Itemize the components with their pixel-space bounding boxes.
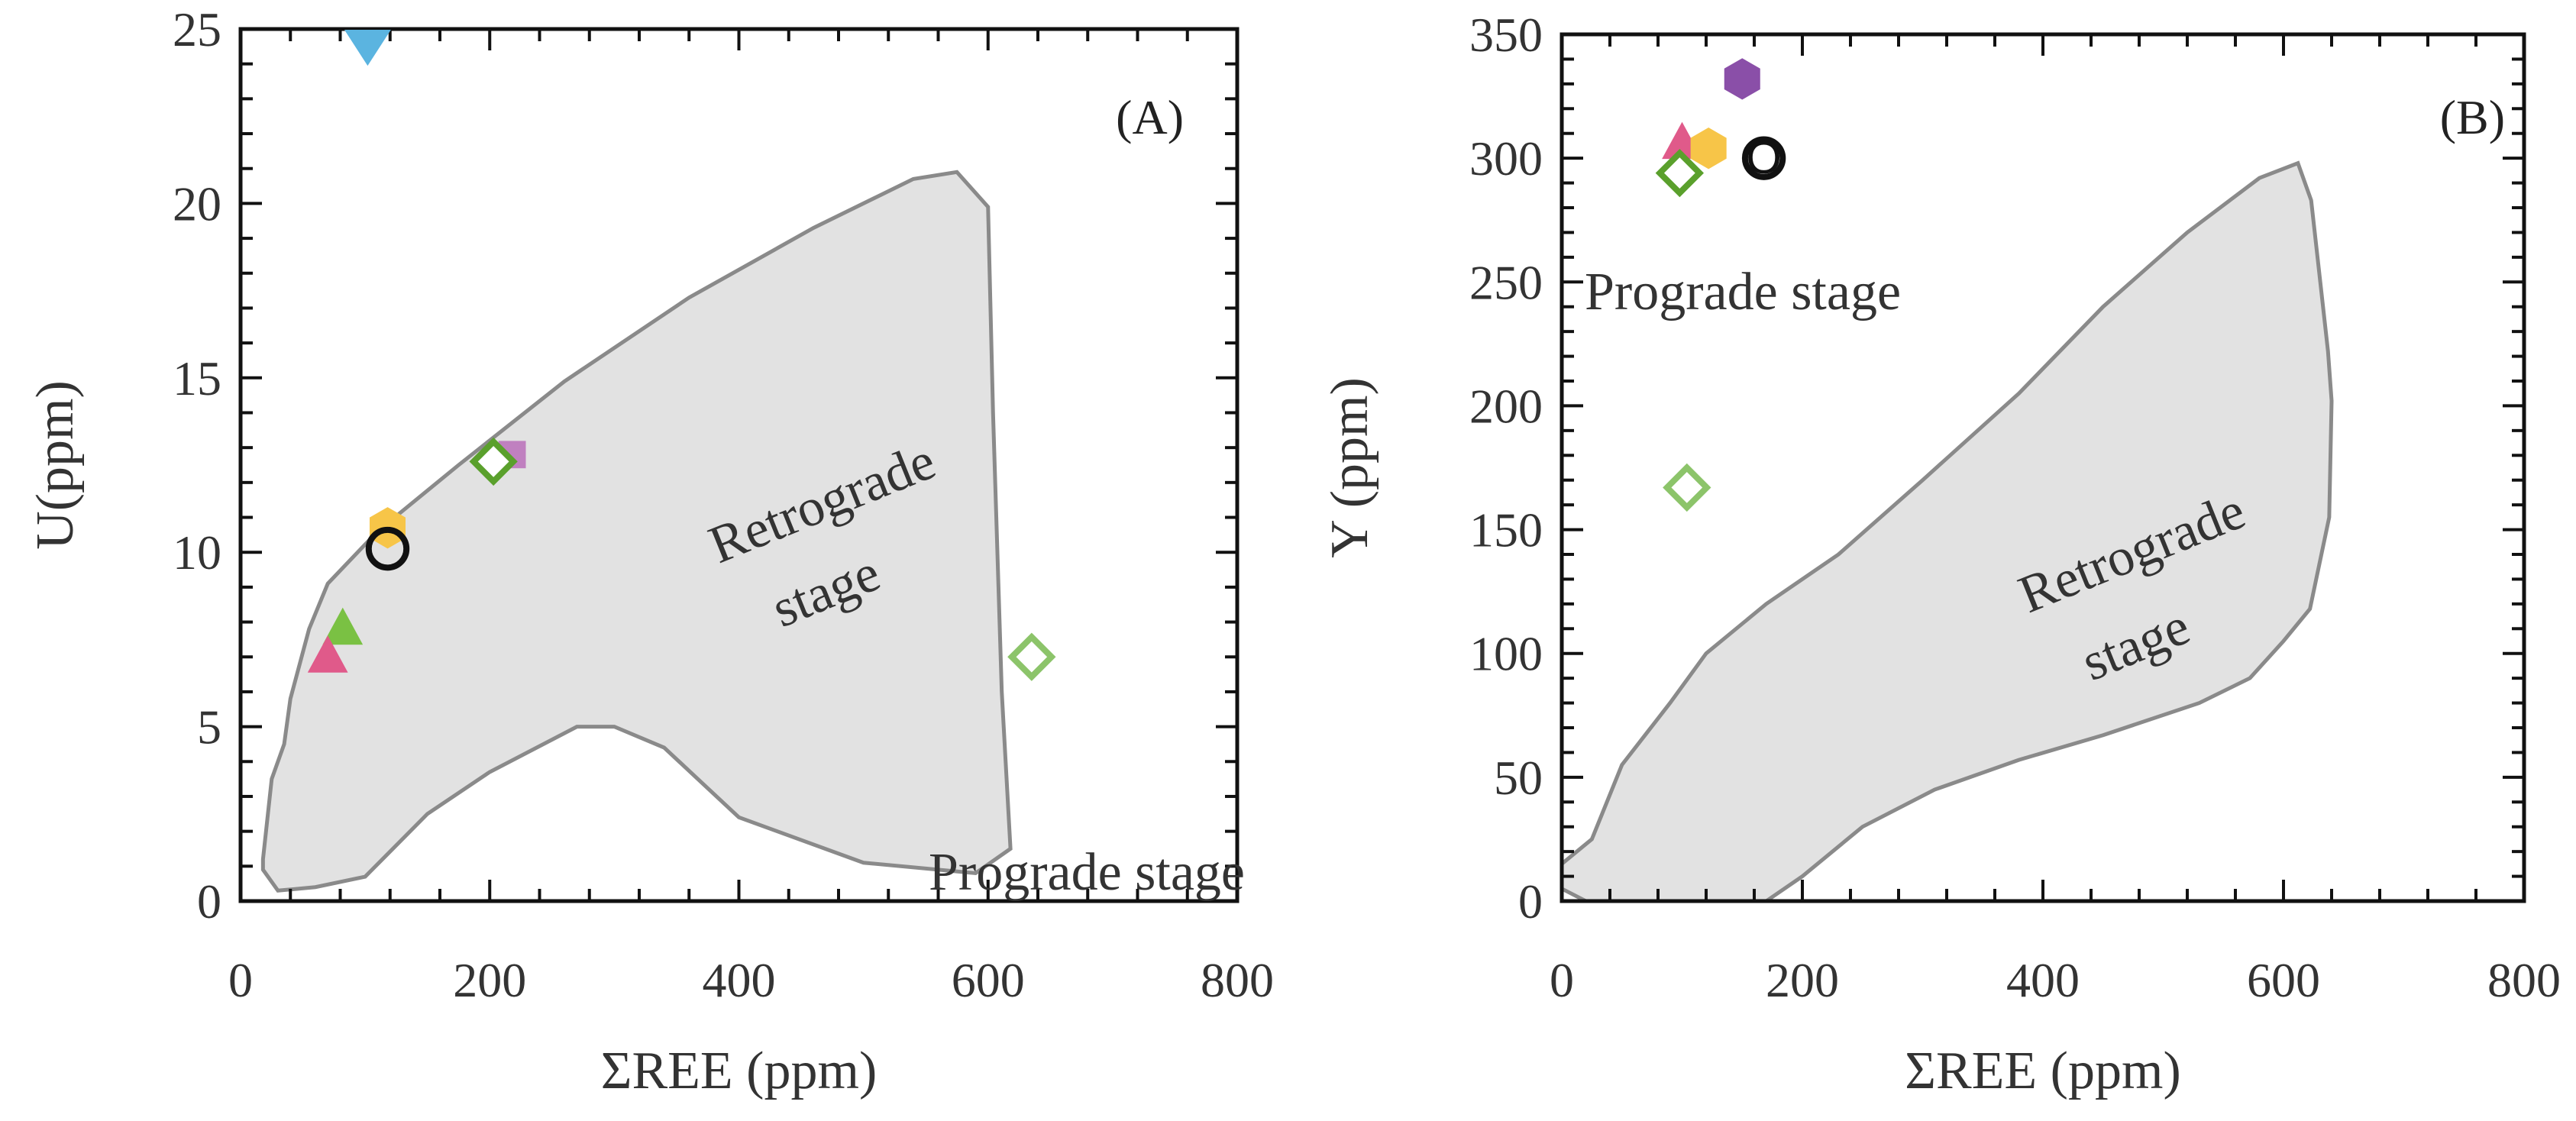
panel-b-x-tick-label: 0	[1550, 953, 1574, 1007]
panel-a-y-tick-label: 5	[197, 700, 221, 754]
panel-a-x-axis-label: ΣREE (ppm)	[601, 1042, 878, 1100]
data-point-hexagon	[1724, 58, 1760, 100]
panel-b-y-tick-label: 300	[1469, 131, 1543, 186]
panel-a-y-tick-label: 10	[173, 525, 221, 580]
panel-a-y-tick-label: 0	[197, 874, 221, 929]
panel-b-y-tick-label: 100	[1469, 627, 1543, 681]
panel-b-y-tick-label: 200	[1469, 379, 1543, 433]
data-point-triangle	[322, 607, 364, 645]
retrograde-stage-region	[1559, 160, 2334, 903]
panel-b-regions	[1559, 160, 2334, 903]
panel-a-prograde-label: Prograde stage	[929, 843, 1245, 902]
data-point-diamond	[1655, 148, 1705, 198]
panel-a-x-tick-label: 0	[228, 953, 253, 1007]
panel-b-y-tick-label: 0	[1518, 874, 1543, 929]
panel-a-y-axis-label: U(ppm)	[26, 380, 85, 550]
panel-a-x-tick-label: 800	[1201, 953, 1274, 1007]
data-point-hexagon	[1690, 128, 1727, 170]
panel-b-y-tick-label: 250	[1469, 255, 1543, 309]
panel-b-x-tick-label: 600	[2247, 953, 2320, 1007]
panel-b-y-tick-label: 50	[1494, 751, 1543, 805]
panel-a-y-tick-label: 20	[173, 176, 221, 231]
panel-b-x-tick-label: 800	[2487, 953, 2561, 1007]
panel-b-x-axis-label: ΣREE (ppm)	[1905, 1042, 2181, 1100]
data-point-circle	[365, 526, 410, 571]
panel-b-point-label-o: O	[1746, 132, 1782, 183]
retrograde-stage-region	[260, 170, 1013, 893]
panel-b-y-axis-label: Y (ppm)	[1320, 377, 1379, 558]
panel-a-regions	[260, 170, 1013, 893]
panel-b-y-tick-label: 150	[1469, 503, 1543, 557]
panel-a-x-tick-label: 400	[703, 953, 776, 1007]
panel-b-y-tick-label: 350	[1469, 8, 1543, 62]
data-point-diamond	[469, 437, 518, 486]
panel-a-y-tick-label: 15	[173, 351, 221, 405]
panel-a-points	[307, 30, 1056, 681]
panel-b-ticks	[1560, 33, 2526, 903]
panel-a-label: (A)	[1116, 90, 1184, 144]
panel-a-y-tick-label: 25	[173, 2, 221, 57]
data-point-circle	[1741, 136, 1786, 180]
panel-b-x-tick-label: 400	[2006, 953, 2080, 1007]
panel-b: (B) Retrograde stage Prograde stage O ΣR…	[1320, 8, 2561, 1100]
panel-b-x-tick-label: 200	[1766, 953, 1839, 1007]
panel-a-ticks	[239, 27, 1239, 903]
panel-a-x-tick-label: 200	[453, 953, 526, 1007]
panel-a: (A) Retrograde stage Prograde stage ΣREE…	[26, 2, 1274, 1100]
data-point-triangle	[307, 635, 348, 673]
panel-b-label: (B)	[2440, 90, 2505, 144]
data-point-triangle-down	[344, 30, 391, 66]
panel-b-prograde-label: Prograde stage	[1585, 263, 1901, 321]
data-point-diamond	[1663, 463, 1711, 512]
data-point-diamond	[1007, 632, 1056, 681]
panel-b-points	[1655, 58, 1786, 512]
panel-a-x-tick-label: 600	[952, 953, 1025, 1007]
